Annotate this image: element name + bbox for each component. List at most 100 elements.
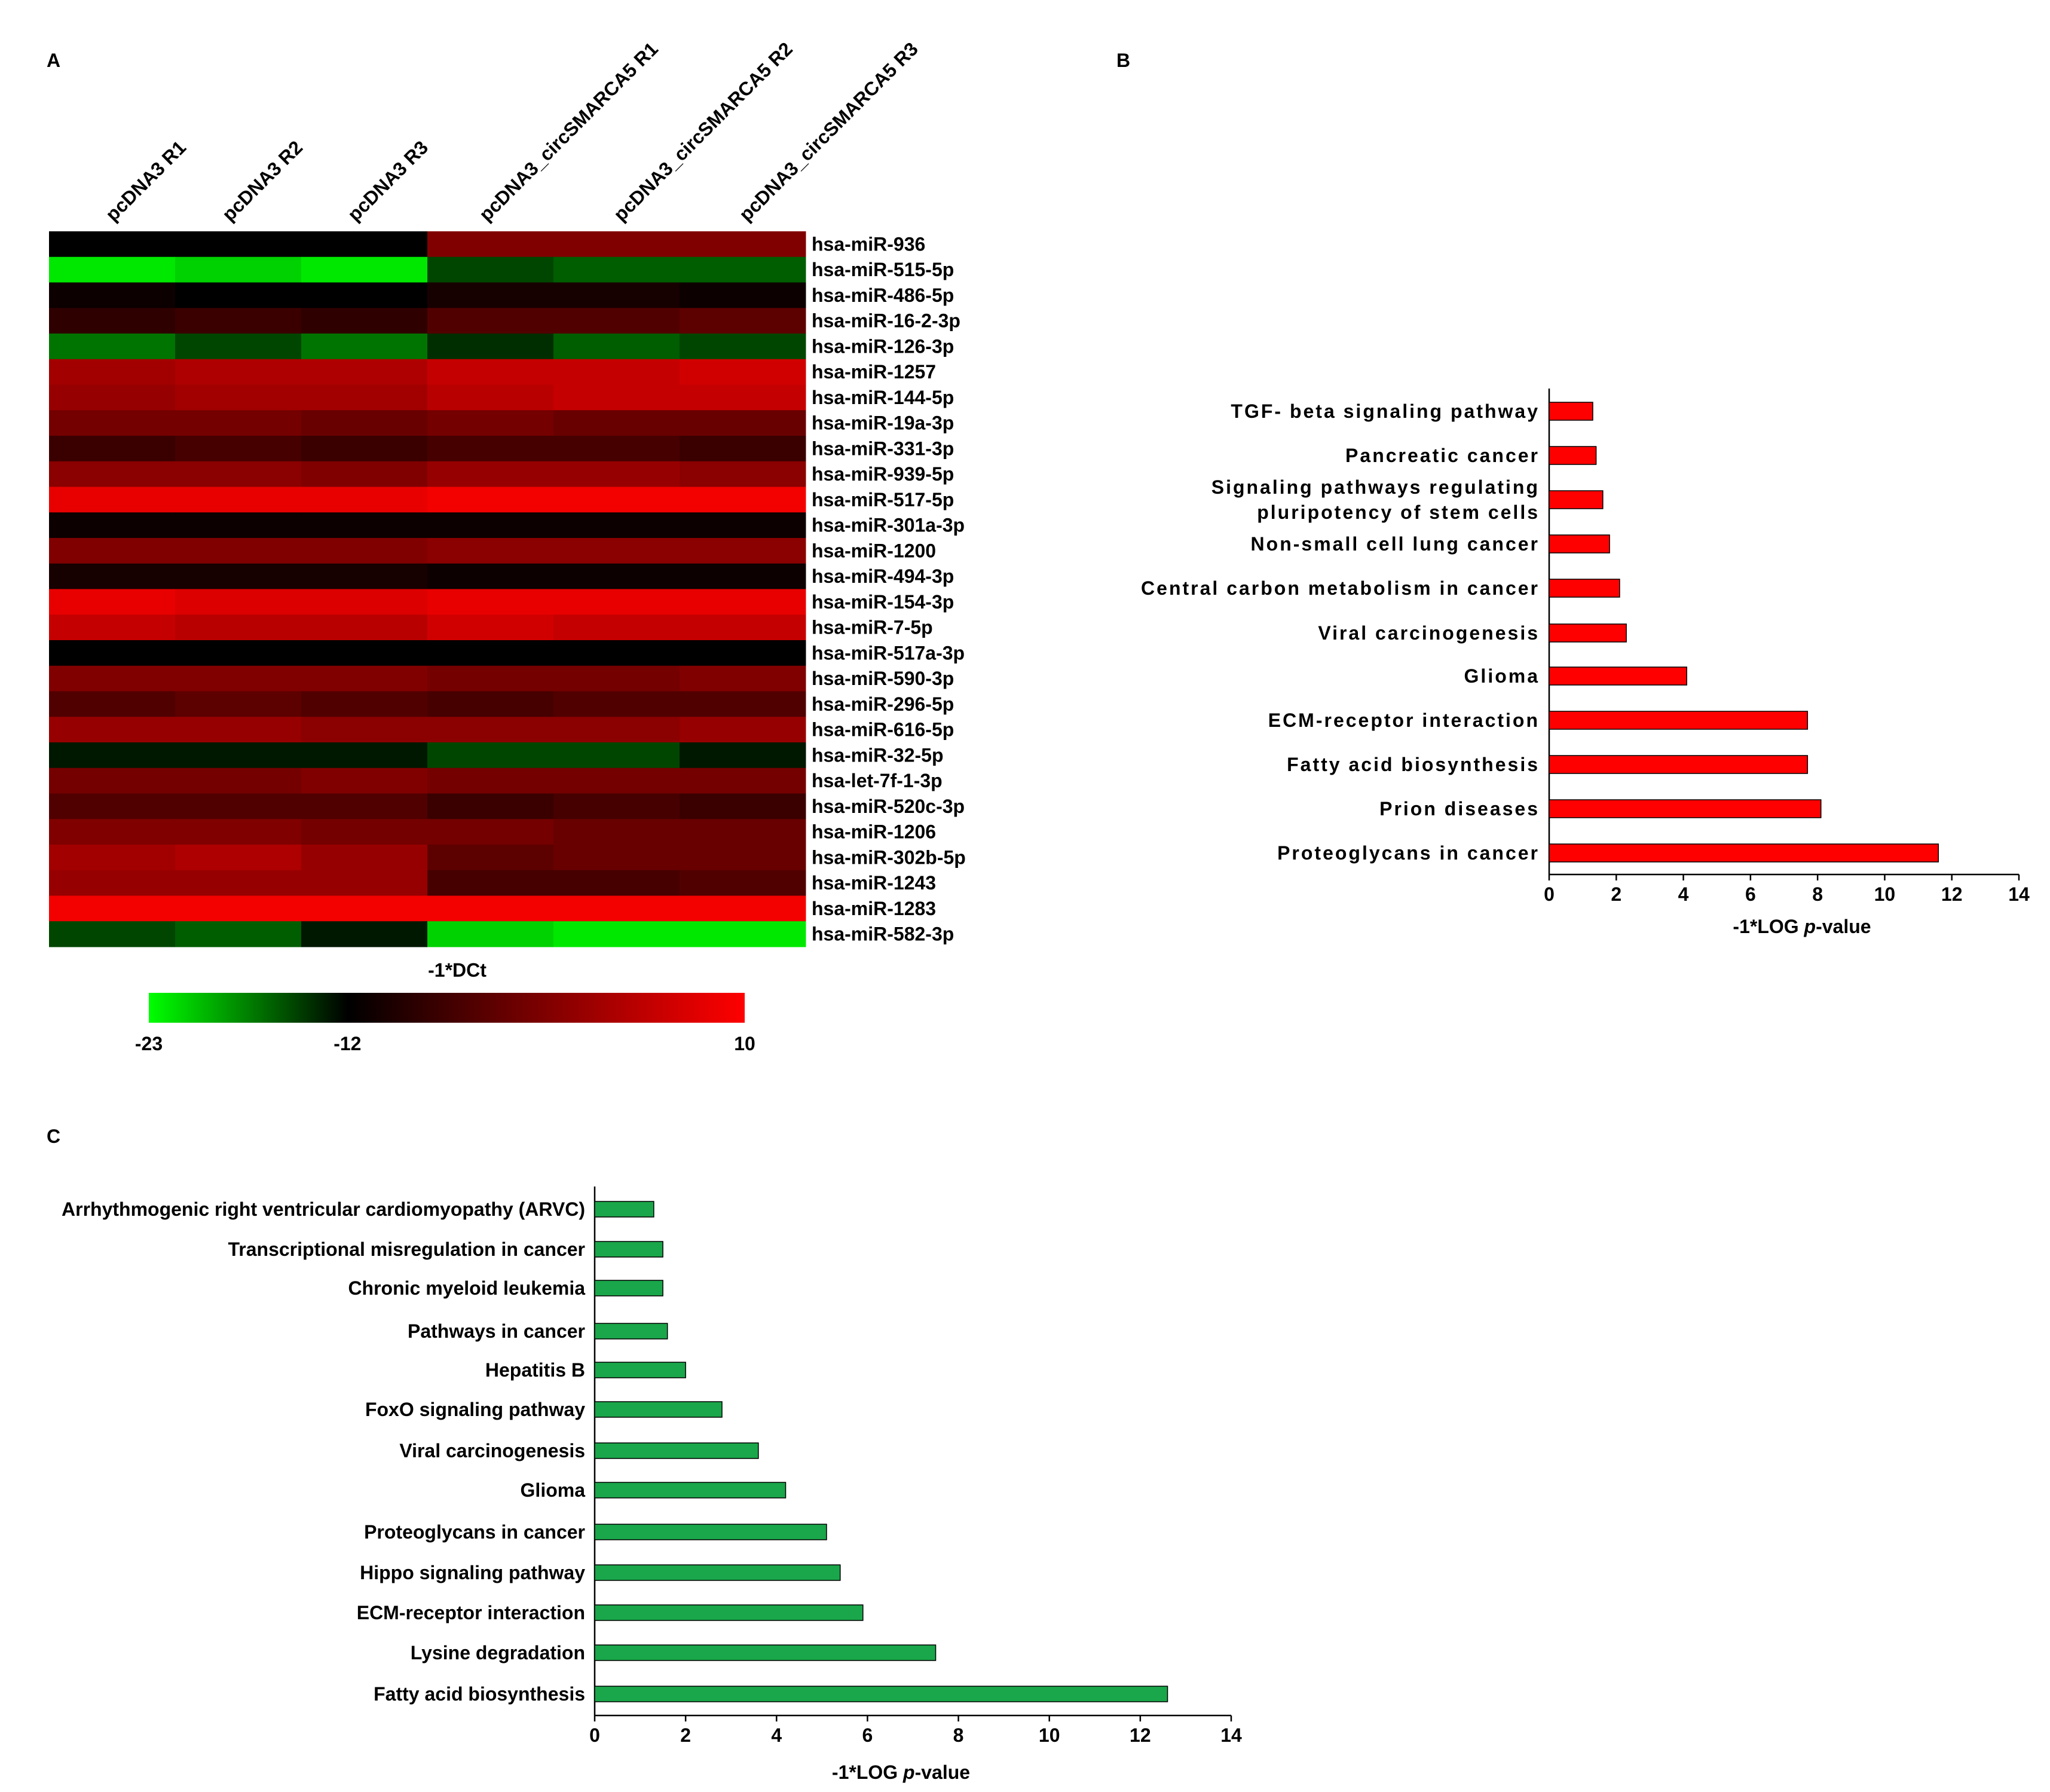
- bar: [1549, 490, 1604, 509]
- heatmap-cell: [301, 614, 428, 641]
- heatmap-cell: [49, 334, 176, 360]
- column-label: pcDNA3 R1: [101, 136, 190, 225]
- row-label: hsa-miR-517a-3p: [812, 642, 965, 663]
- heatmap-cell: [301, 334, 428, 360]
- x-tick-label: 2: [680, 1724, 691, 1746]
- heatmap-cell: [553, 282, 680, 308]
- heatmap-cell: [301, 589, 428, 615]
- heatmap-cell: [49, 921, 176, 947]
- heatmap-cell: [553, 742, 680, 769]
- heatmap-cell: [553, 410, 680, 436]
- row-label: hsa-miR-144-5p: [812, 387, 954, 408]
- heatmap-cell: [553, 538, 680, 564]
- row-label: hsa-miR-486-5p: [812, 285, 954, 306]
- x-tick-label: 0: [589, 1724, 600, 1746]
- category-label: Arrhythmogenic right ventricular cardiom…: [62, 1198, 585, 1220]
- heatmap-cell: [49, 384, 176, 411]
- heatmap-cell: [175, 691, 302, 717]
- bar: [1549, 799, 1822, 818]
- category-label: Fatty acid biosynthesis: [374, 1683, 585, 1705]
- x-tick-label: 6: [862, 1724, 873, 1746]
- x-tick-label: 8: [953, 1724, 964, 1746]
- heatmap-cell: [680, 921, 806, 947]
- category-label: Viral carcinogenesis: [1318, 622, 1540, 644]
- category-label: Proteoglycans in cancer: [364, 1521, 585, 1543]
- category-label: Signaling pathways regulating: [1211, 476, 1540, 498]
- heatmap-cell: [49, 665, 176, 692]
- heatmap-cell: [175, 334, 302, 360]
- colorbar-bar: [149, 993, 745, 1023]
- row-label: hsa-miR-939-5p: [812, 463, 954, 485]
- heatmap-cell: [175, 461, 302, 487]
- category-label: FoxO signaling pathway: [365, 1399, 585, 1420]
- x-axis-label-suffix: -value: [1816, 916, 1871, 937]
- heatmap-cell: [49, 563, 176, 589]
- category-label: Chronic myeloid leukemia: [348, 1277, 585, 1299]
- heatmap-cell: [427, 487, 554, 513]
- row-label: hsa-miR-582-3p: [812, 923, 954, 945]
- heatmap-cell: [680, 640, 806, 666]
- heatmap-cell: [301, 436, 428, 462]
- heatmap-cell: [301, 256, 428, 283]
- heatmap-cell: [49, 308, 176, 334]
- category-label: TGF- beta signaling pathway: [1231, 400, 1540, 422]
- heatmap-cell: [680, 282, 806, 308]
- row-label: hsa-miR-517-5p: [812, 489, 954, 510]
- heatmap-cell: [427, 819, 554, 845]
- colorbar-tick-label: -23: [135, 1033, 163, 1054]
- x-axis-label: -1*LOG p-value: [832, 1762, 970, 1783]
- bar: [1549, 843, 1939, 863]
- x-axis-label: -1*LOG p-value: [1733, 916, 1871, 937]
- category-label: Hepatitis B: [485, 1359, 585, 1381]
- heatmap-cell: [680, 767, 806, 794]
- row-label: hsa-miR-296-5p: [812, 693, 954, 715]
- heatmap-cell: [553, 640, 680, 666]
- heatmap-cell: [553, 487, 680, 513]
- bar: [1549, 446, 1597, 465]
- heatmap-cell: [49, 767, 176, 794]
- heatmap-cell: [427, 308, 554, 334]
- heatmap-cell: [680, 665, 806, 692]
- heatmap-cell: [301, 487, 428, 513]
- heatmap-cell: [301, 921, 428, 947]
- heatmap-cell: [427, 742, 554, 769]
- bar: [594, 1362, 686, 1378]
- heatmap-cell: [680, 256, 806, 283]
- heatmap-cell: [680, 538, 806, 564]
- heatmap-cell: [427, 845, 554, 871]
- heatmap-cell: [301, 640, 428, 666]
- bar-chart-panel-c: 0 2 4 6 8 10 12 14 -1*LOG p-value Arrhythmogenic …: [62, 1186, 1242, 1783]
- x-tick-label: 14: [2008, 883, 2030, 905]
- category-label: ECM-receptor interaction: [1268, 710, 1540, 731]
- row-label: hsa-let-7f-1-3p: [812, 770, 943, 791]
- panel-label-a: A: [47, 50, 60, 71]
- heatmap-cell: [680, 436, 806, 462]
- heatmap-cell: [427, 563, 554, 589]
- heatmap-cell: [301, 359, 428, 385]
- row-label: hsa-miR-1283: [812, 898, 936, 919]
- column-label: pcDNA3 R2: [218, 136, 307, 225]
- heatmap-cell: [553, 665, 680, 692]
- heatmap-cell: [301, 742, 428, 769]
- heatmap-cell: [175, 870, 302, 896]
- heatmap-cell: [301, 563, 428, 589]
- heatmap-cell: [301, 717, 428, 743]
- heatmap-cell: [175, 308, 302, 334]
- heatmap-cell: [301, 384, 428, 411]
- heatmap-cell: [553, 563, 680, 589]
- heatmap-colorbar: -1*DCt -23 -12 10: [135, 959, 755, 1054]
- heatmap-cell: [427, 334, 554, 360]
- x-tick-label: 14: [1220, 1724, 1242, 1746]
- heatmap-cell: [175, 819, 302, 845]
- heatmap-cell: [49, 256, 176, 283]
- category-label: Lysine degradation: [411, 1642, 585, 1663]
- category-label: Non-small cell lung cancer: [1251, 533, 1540, 555]
- heatmap-cell: [427, 384, 554, 411]
- heatmap-cell: [175, 512, 302, 539]
- category-label: Pancreatic cancer: [1345, 445, 1540, 466]
- heatmap-cell: [427, 665, 554, 692]
- heatmap-cell: [175, 665, 302, 692]
- x-tick-label: 4: [771, 1724, 782, 1746]
- heatmap-cell: [175, 640, 302, 666]
